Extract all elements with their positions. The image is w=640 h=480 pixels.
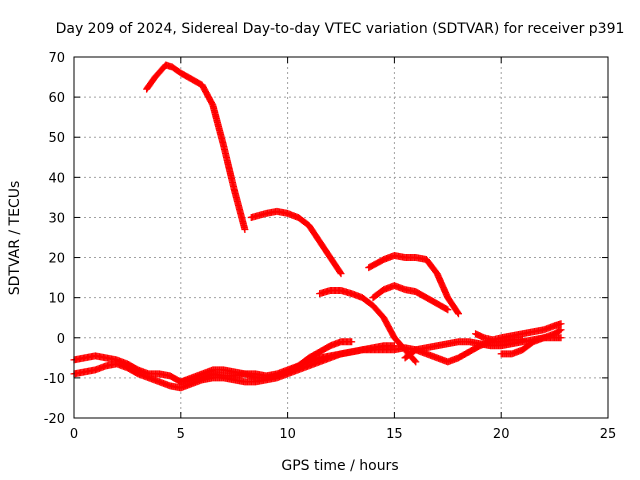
data-point [557,320,565,328]
data-point [556,327,564,335]
data-point [454,309,462,317]
series-track-d [365,252,462,318]
y-tick-label: 20 [48,252,65,267]
y-tick-label: 60 [48,91,65,106]
chart-title: Day 209 of 2024, Sidereal Day-to-day VTE… [56,21,625,37]
y-tick-label: 70 [48,51,65,66]
data-point [336,268,344,276]
series-track-j [472,320,565,344]
data-point [337,270,345,278]
y-tick-label: -10 [44,372,65,387]
data-point [557,334,565,342]
plot-frame [73,56,609,419]
x-tick-label: 25 [600,427,617,442]
data-series [70,61,565,392]
x-tick-label: 5 [177,427,185,442]
y-tick-label: 50 [48,131,65,146]
series-track-h [177,342,398,386]
axis-ticks: 0 5 10 15 20 25 -20 -10 0 10 20 30 40 50 60 70 [44,51,617,442]
grid [74,57,608,418]
series-track-k [497,326,565,358]
data-point [241,225,249,233]
x-tick-label: 10 [279,427,296,442]
data-point [390,342,398,350]
data-point [444,306,452,314]
x-tick-label: 20 [493,427,510,442]
y-tick-label: 0 [57,332,65,347]
y-tick-label: -20 [44,412,65,427]
x-axis-label: GPS time / hours [281,458,398,474]
x-tick-label: 15 [386,427,403,442]
data-point [557,326,565,334]
y-tick-label: 40 [48,171,65,186]
data-point [443,305,451,313]
data-point [348,338,356,346]
series-track-b [247,207,345,278]
series-track-e [369,282,452,314]
x-tick-label: 0 [70,427,78,442]
data-point [412,358,420,366]
series-track-a [143,61,249,233]
data-point [454,310,462,318]
y-tick-label: 30 [48,211,65,226]
y-axis-label: SDTVAR / TECUs [7,181,23,296]
y-tick-label: 10 [48,292,65,307]
data-point [411,357,419,365]
